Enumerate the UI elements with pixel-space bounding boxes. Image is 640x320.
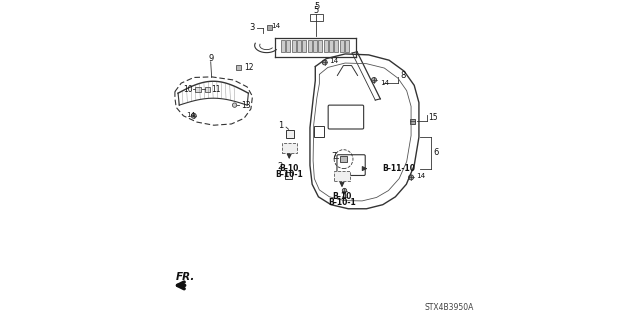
Bar xyxy=(236,65,241,70)
Text: 3: 3 xyxy=(250,23,255,32)
Bar xyxy=(335,40,338,52)
Text: 9: 9 xyxy=(208,54,213,63)
Text: 15: 15 xyxy=(428,113,438,122)
Text: 10: 10 xyxy=(183,85,193,94)
Circle shape xyxy=(191,113,196,118)
Text: 7: 7 xyxy=(331,152,336,161)
Bar xyxy=(340,156,347,162)
Bar xyxy=(285,172,292,179)
Text: FR.: FR. xyxy=(176,272,195,282)
Text: 8: 8 xyxy=(400,71,406,80)
Text: B-10-1: B-10-1 xyxy=(328,198,356,207)
Text: 14: 14 xyxy=(416,173,425,179)
Bar xyxy=(286,40,290,52)
Text: 6: 6 xyxy=(434,148,439,157)
Bar xyxy=(303,40,306,52)
Text: 12: 12 xyxy=(244,63,253,72)
Text: B-10: B-10 xyxy=(280,164,299,173)
Text: B-10-1: B-10-1 xyxy=(275,170,303,179)
Text: 14: 14 xyxy=(330,58,339,64)
Bar xyxy=(310,14,323,21)
FancyBboxPatch shape xyxy=(328,105,364,129)
Bar xyxy=(286,130,294,138)
Bar xyxy=(282,143,297,153)
Text: 4: 4 xyxy=(342,192,347,201)
FancyBboxPatch shape xyxy=(337,155,365,175)
Bar xyxy=(313,40,317,52)
Bar xyxy=(324,40,328,52)
Text: 13: 13 xyxy=(241,100,251,110)
Text: B-10: B-10 xyxy=(332,192,351,201)
Circle shape xyxy=(371,77,376,83)
Bar xyxy=(195,87,201,92)
Text: 11: 11 xyxy=(211,85,220,94)
Bar xyxy=(410,119,415,124)
Text: STX4B3950A: STX4B3950A xyxy=(424,303,474,312)
Text: 5: 5 xyxy=(314,6,319,15)
Text: B-11-10: B-11-10 xyxy=(382,164,415,173)
Bar xyxy=(297,40,301,52)
Bar xyxy=(314,126,324,137)
Circle shape xyxy=(232,103,237,107)
Circle shape xyxy=(322,60,327,65)
Text: 1: 1 xyxy=(278,121,283,130)
Circle shape xyxy=(342,188,347,193)
Bar xyxy=(292,40,296,52)
Bar xyxy=(281,40,285,52)
Text: 14: 14 xyxy=(186,112,195,118)
Bar xyxy=(329,40,333,52)
Bar xyxy=(308,40,312,52)
Bar xyxy=(319,40,322,52)
Bar xyxy=(335,172,349,181)
Text: 2: 2 xyxy=(277,163,282,172)
Circle shape xyxy=(408,175,413,180)
Bar xyxy=(345,40,349,52)
Text: 14: 14 xyxy=(271,23,281,29)
Text: 14: 14 xyxy=(380,80,390,86)
Bar xyxy=(340,40,344,52)
Text: 5: 5 xyxy=(314,2,319,11)
Bar xyxy=(267,25,271,30)
Bar xyxy=(205,87,211,92)
